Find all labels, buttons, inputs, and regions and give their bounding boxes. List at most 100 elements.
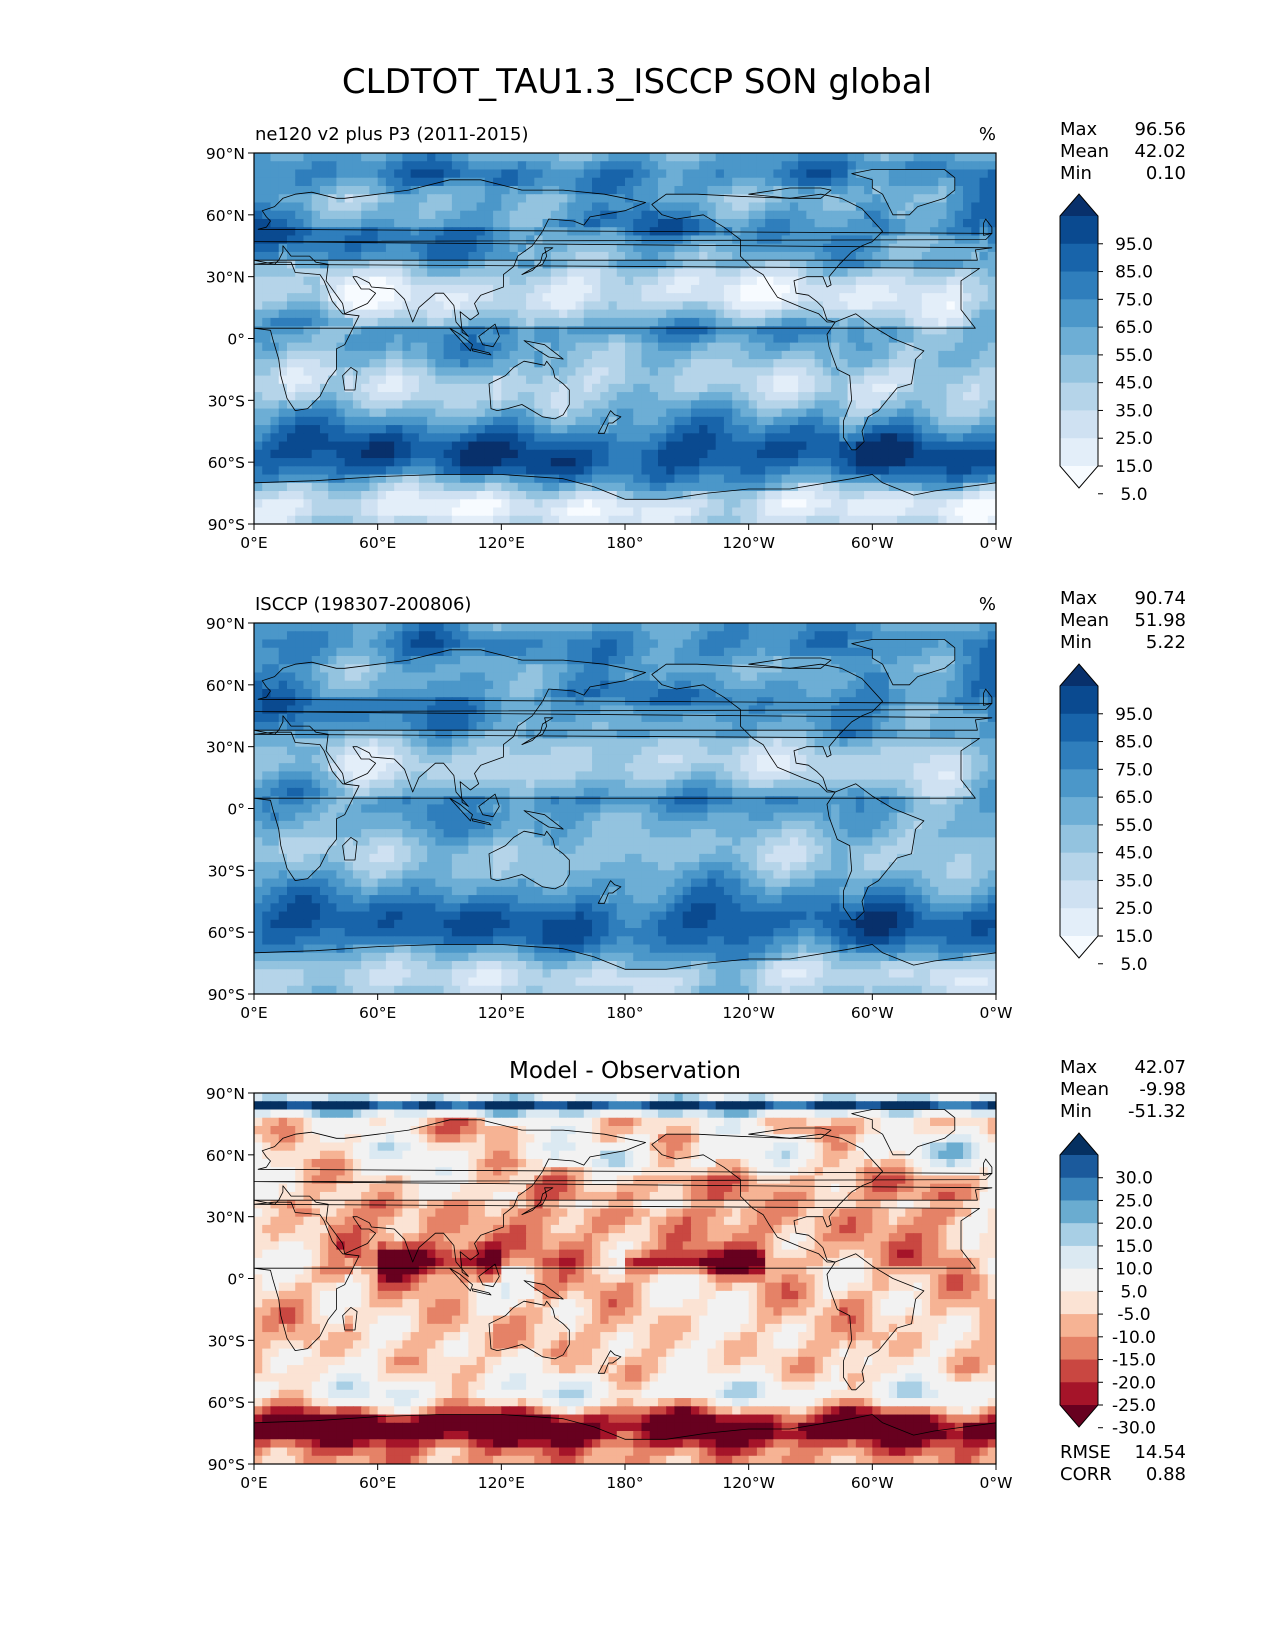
field-cell [254, 276, 263, 286]
field-cell [715, 491, 725, 500]
field-cell [625, 169, 634, 179]
field-cell [600, 334, 610, 344]
field-cell [567, 227, 577, 237]
field-cell [468, 441, 478, 451]
field-cell [295, 334, 305, 344]
field-cell [872, 284, 882, 294]
field-cell [987, 309, 996, 319]
field-cell [550, 482, 560, 492]
field-cell [921, 293, 931, 302]
field-cell [254, 639, 263, 649]
field-cell [270, 631, 280, 641]
field-cell [418, 672, 428, 682]
field-cell [303, 359, 313, 368]
field-cell [641, 482, 651, 492]
field-cell [938, 367, 948, 377]
field-cell [402, 416, 412, 426]
field-cell [385, 243, 395, 253]
field-cell [888, 301, 898, 311]
field-cell [559, 260, 568, 270]
field-cell [864, 433, 873, 443]
field-cell [814, 276, 824, 286]
field-cell [484, 458, 494, 467]
field-cell [567, 169, 577, 179]
field-cell [295, 284, 305, 294]
field-cell [855, 185, 865, 195]
field-cell [468, 210, 478, 220]
field-cell [262, 375, 272, 385]
field-cell [451, 375, 461, 385]
field-cell [501, 655, 511, 665]
field-cell [773, 284, 783, 294]
figure-title: CLDTOT_TAU1.3_ISCCP SON global [342, 62, 932, 102]
field-cell [394, 680, 403, 690]
field-cell [608, 359, 618, 368]
field-cell [625, 367, 634, 377]
field-cell [831, 400, 840, 410]
field-cell [476, 491, 486, 500]
field-cell [328, 392, 338, 401]
field-cell [385, 474, 395, 484]
ytick-label: 90°S [208, 516, 245, 534]
field-cell [575, 416, 585, 426]
field-cell [963, 458, 972, 467]
field-cell [715, 153, 725, 162]
field-cell [707, 153, 717, 162]
field-cell [674, 441, 684, 451]
field-cell [509, 631, 519, 641]
field-cell [369, 153, 379, 162]
field-cell [625, 688, 634, 698]
field-cell [987, 301, 996, 311]
field-cell [394, 317, 403, 327]
field-cell [328, 161, 338, 171]
field-cell [798, 359, 807, 368]
field-cell [427, 664, 436, 674]
field-cell [723, 251, 733, 261]
field-cell [410, 243, 420, 253]
field-cell [699, 515, 709, 524]
field-cell [443, 243, 453, 253]
field-cell [567, 507, 577, 517]
field-cell [476, 169, 486, 179]
field-cell [814, 251, 824, 261]
field-cell [592, 293, 601, 302]
field-cell [468, 293, 478, 302]
field-cell [262, 153, 272, 162]
field-cell [410, 416, 420, 426]
field-cell [831, 499, 840, 509]
field-cell [715, 672, 725, 682]
field-cell [493, 647, 502, 657]
field-cell [674, 433, 684, 443]
field-cell [839, 655, 849, 665]
field-cell [905, 515, 915, 524]
field-cell [262, 441, 272, 451]
field-cell [633, 515, 643, 524]
field-cell [410, 631, 420, 641]
field-cell [938, 425, 948, 434]
field-cell [674, 334, 684, 344]
field-cell [319, 515, 329, 524]
field-cell [674, 449, 684, 459]
panel-model-stats: Max 96.56 Mean 42.02 Min 0.10 [1060, 119, 1186, 184]
field-cell [930, 367, 939, 377]
field-cell [682, 350, 692, 360]
field-cell [410, 433, 420, 443]
field-cell [971, 350, 981, 360]
field-cell [542, 350, 552, 360]
field-cell [385, 301, 395, 311]
field-cell [501, 474, 511, 484]
field-cell [781, 499, 791, 509]
field-cell [484, 367, 494, 377]
field-cell [311, 309, 321, 319]
field-cell [822, 441, 832, 451]
field-cell [987, 408, 996, 418]
field-cell [394, 499, 403, 509]
field-cell [394, 350, 403, 360]
field-cell [732, 631, 742, 641]
field-cell [773, 392, 783, 401]
field-cell [625, 185, 634, 195]
field-cell [657, 466, 667, 476]
field-cell [286, 317, 296, 327]
field-cell [286, 268, 296, 278]
field-cell [608, 177, 618, 187]
